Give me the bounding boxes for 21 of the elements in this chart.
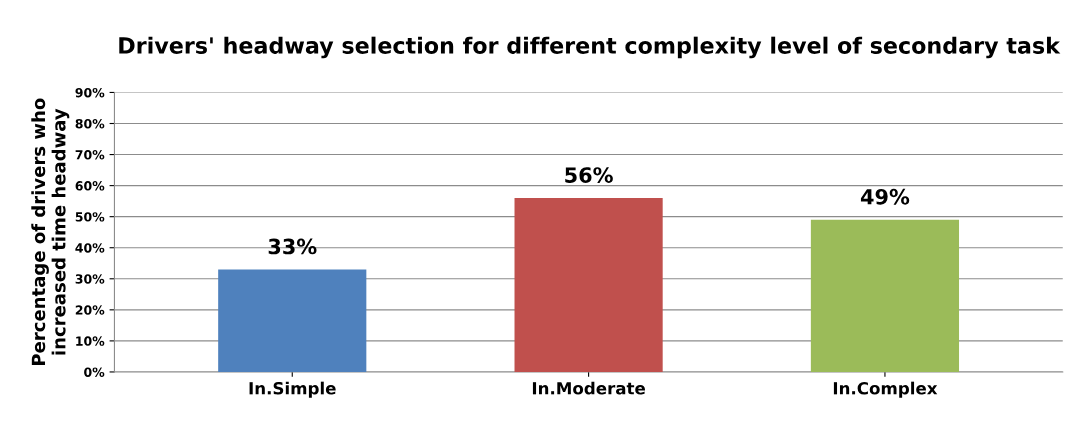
y-tick-label: 50% bbox=[75, 212, 105, 222]
chart-title: Drivers' headway selection for different complexity level of secondary task bbox=[119, 36, 1061, 59]
y-tick-label: 90% bbox=[75, 87, 105, 98]
y-axis-title: Percentage of drivers who increased time headway bbox=[31, 98, 70, 365]
x-tick-label: In.Moderate bbox=[532, 381, 645, 395]
y-tick-label: 70% bbox=[75, 150, 105, 160]
y-tick-label: 20% bbox=[75, 305, 105, 315]
bar bbox=[514, 198, 663, 372]
y-tick-label: 60% bbox=[75, 181, 105, 191]
y-tick-label: 30% bbox=[75, 274, 105, 284]
y-tick-label: 10% bbox=[76, 336, 105, 346]
data-label: 33% bbox=[268, 238, 317, 255]
y-tick-label: 40% bbox=[75, 243, 105, 253]
y-tick-label: 0% bbox=[84, 367, 105, 377]
bar bbox=[218, 269, 367, 372]
y-tick-label: 80% bbox=[75, 118, 105, 129]
x-tick-label: In.Simple bbox=[249, 381, 336, 398]
data-label: 49% bbox=[860, 188, 910, 205]
data-label: 56% bbox=[565, 167, 613, 183]
x-tick-label: In.Complex bbox=[833, 381, 938, 398]
bar bbox=[810, 219, 960, 372]
